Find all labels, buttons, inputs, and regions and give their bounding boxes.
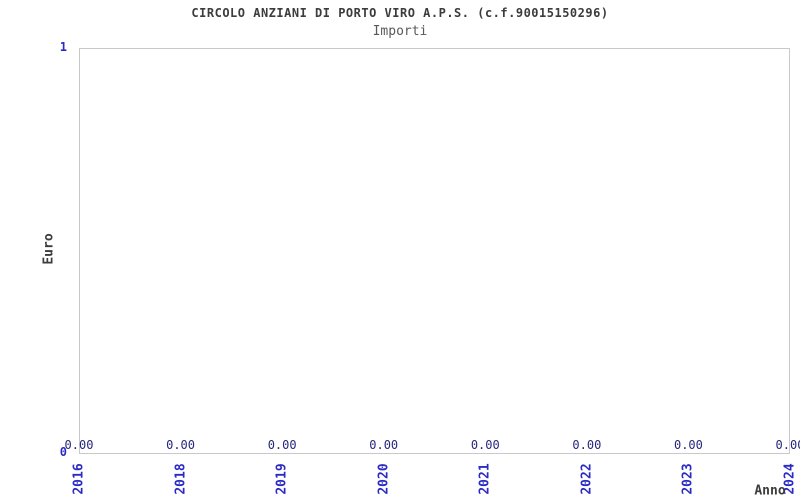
x-tick-label: 2018 — [173, 463, 189, 495]
x-tick-label: 2023 — [680, 463, 696, 495]
x-tick-label: 2016 — [71, 463, 87, 495]
plot-area — [79, 48, 790, 454]
x-tick-label: 2019 — [274, 463, 290, 495]
x-axis-label: Anno — [754, 483, 786, 499]
y-axis-tick-max: 1 — [59, 40, 67, 54]
value-label: 0.00 — [470, 438, 500, 452]
y-axis-label: Euro — [41, 233, 57, 265]
value-label: 0.00 — [166, 438, 196, 452]
value-label: 0.00 — [673, 438, 703, 452]
y-axis-tick-min: 0 — [59, 445, 67, 459]
value-label: 0.00 — [572, 438, 602, 452]
value-label: 0.00 — [775, 438, 800, 452]
x-tick-label: 2020 — [376, 463, 392, 495]
chart-subtitle: Importi — [372, 24, 428, 39]
chart-title: CIRCOLO ANZIANI DI PORTO VIRO A.P.S. (c.… — [191, 6, 609, 20]
x-tick-label: 2021 — [477, 463, 493, 495]
value-label: 0.00 — [267, 438, 297, 452]
value-label: 0.00 — [64, 438, 94, 452]
x-tick-label: 2022 — [579, 463, 595, 495]
value-label: 0.00 — [369, 438, 399, 452]
